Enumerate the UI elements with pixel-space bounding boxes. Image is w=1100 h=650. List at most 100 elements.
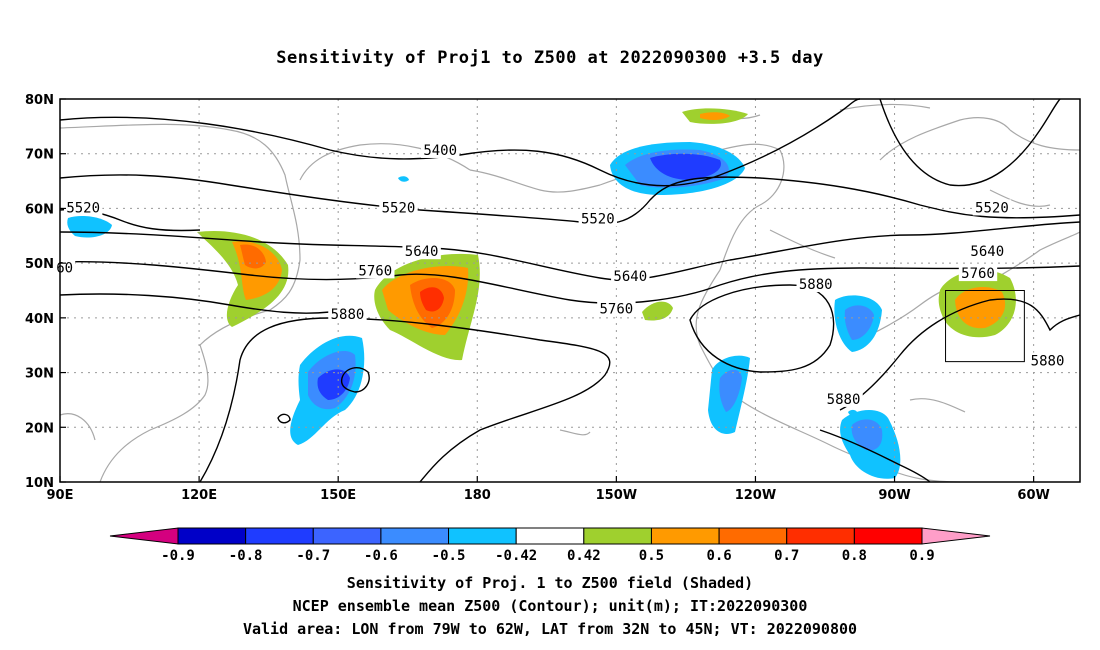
caption-contour: NCEP ensemble mean Z500 (Contour); unit(… [292,597,808,615]
colorbar-box [177,527,247,545]
contour-label: 5760 [600,302,634,318]
coastline-segment [839,103,931,111]
arctic-positive-core [700,112,730,121]
contour-5880-americas [689,284,835,373]
us-south-negative-core [844,305,874,340]
lat-label: 60N [25,202,54,217]
colorbar-label: -0.42 [495,548,537,564]
colorbar-label: 0.6 [706,548,731,564]
contour-label-bg [824,390,863,407]
lat-label: 20N [25,421,54,436]
coastline-segment [1009,129,1081,151]
longitude-axis: 90E 120E 150E 180 150W 120W 90W 60W [47,488,1050,503]
lat-label: 70N [25,148,54,163]
contour-5880-carib [819,429,931,483]
colorbar-label: 0.9 [909,548,934,564]
colorbar-box [650,527,720,545]
colorbar-box [312,527,382,545]
colorbar [109,527,991,545]
coastline-segment [59,413,96,441]
z500-contours [59,98,1081,483]
coastline-segment [59,123,301,346]
contour-label-bg [611,267,650,284]
colorbar-label: 0.5 [639,548,664,564]
colorbar-label: -0.6 [364,548,398,564]
contour-label-bg [1028,352,1067,369]
contour-label-bg [597,300,636,317]
sensitivity-shading [67,108,1016,479]
coastline-segment [469,169,601,193]
caption-shaded: Sensitivity of Proj. 1 to Z500 field (Sh… [346,574,754,592]
lon-label: 120W [735,488,776,503]
lon-label: 120E [181,488,217,503]
coastlines [59,103,1081,483]
contour-5760 [59,261,1081,304]
colorbar-labels: -0.9 -0.8 -0.7 -0.6 -0.5 -0.42 0.42 0.5 0.6 0.7 0.… [161,548,935,564]
coastline-segment [719,149,785,271]
lon-label: 90W [878,488,910,503]
lon-label: 60W [1017,488,1049,503]
colorbar-box [515,527,585,545]
contour-5640 [59,221,1081,281]
contour-label-bg [379,199,418,216]
colorbar-label: 0.7 [774,548,799,564]
lat-label: 80N [25,93,54,108]
contour-label: 5880 [331,307,365,323]
contour-5520 [59,174,1081,225]
contour-label: 5640 [405,244,439,260]
arctic-small-negative [398,176,409,182]
caption-valid-area: Valid area: LON from 79W to 62W, LAT fro… [242,620,858,638]
contour-label: 5880 [1031,354,1065,370]
colorbar-label: 0.8 [842,548,867,564]
contour-label-bg [328,306,367,323]
contour-label-bg [796,276,835,293]
contour-label: 5880 [799,277,833,293]
arctic-negative-max [650,153,721,180]
contour-5880-small [340,367,370,393]
colorbar-box [380,527,450,545]
colorbar-label: -0.5 [432,548,466,564]
coastline-segment [989,189,1051,207]
contour-label-bg [578,210,618,227]
contour-label: 5760 [961,266,995,282]
contour-label: 5640 [613,269,647,285]
central-pacific-positive [642,301,673,321]
colorbar-label: -0.8 [229,548,263,564]
lat-label: 40N [25,312,54,327]
contour-5880-tiny [277,413,291,424]
contour-label: 5880 [827,392,861,408]
contour-label: 5760 [358,263,392,279]
colorbar-label: 0.42 [567,548,601,564]
contour-5880-pacific [199,317,611,483]
latitude-axis: 80N 70N 60N 50N 40N 30N 20N 10N [25,93,54,491]
contour-label-bg [356,262,395,279]
map-title: Sensitivity of Proj1 to Z500 at 20220903… [276,48,824,68]
contour-5400 [59,98,861,187]
northwest-pacific-negative [67,216,112,238]
contour-label-bg [63,199,103,216]
contour-5880-west [59,293,331,314]
axis-ticks [59,98,1035,483]
contour-label: 5520 [66,200,100,216]
contour-label-bg [958,265,998,282]
map-frame [59,98,1081,483]
colorbar-min-triangle [109,527,179,545]
coastline-segment [769,229,836,259]
contour-label-bg [420,141,460,158]
colorbar-box [786,527,855,545]
mexico-negative-core [719,369,742,412]
lon-label: 90E [47,488,74,503]
colorbar-box [718,527,788,545]
colorbar-box [853,527,923,545]
valid-area-box [945,290,1025,363]
lon-label: 150W [596,488,637,503]
lat-label: 50N [25,257,54,272]
contour-label-bg [402,243,441,260]
colorbar-label: -0.9 [161,548,195,564]
dateline-positive-peak [420,287,444,312]
contour-label: 5640 [970,244,1004,260]
coastline-segment [879,117,1011,161]
contour-5880-atlantic [839,298,1081,411]
